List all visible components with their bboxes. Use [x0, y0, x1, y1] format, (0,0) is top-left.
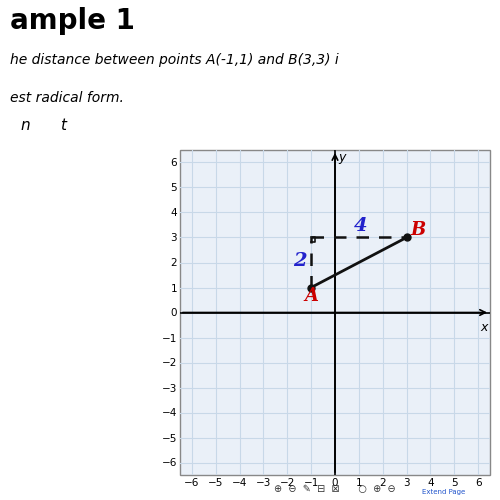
Text: 4: 4 [354, 217, 368, 235]
Text: est radical form.: est radical form. [10, 91, 124, 105]
Text: 2: 2 [294, 252, 307, 270]
Text: B: B [410, 222, 426, 240]
Bar [180, 150, 490, 475]
Text: Extend Page: Extend Page [422, 489, 465, 495]
Text: t: t [60, 118, 66, 133]
Text: n: n [20, 118, 30, 133]
Text: y: y [338, 151, 346, 164]
Text: he distance between points A(-1,1) and B(3,3) i: he distance between points A(-1,1) and B… [10, 53, 339, 67]
Text: ⊕  ⊖  ✎  ⊟  ⊠      ○  ⊕  ⊖: ⊕ ⊖ ✎ ⊟ ⊠ ○ ⊕ ⊖ [274, 484, 396, 494]
Text: ample 1: ample 1 [10, 7, 135, 35]
Text: x: x [480, 321, 488, 334]
Text: A: A [304, 287, 318, 305]
